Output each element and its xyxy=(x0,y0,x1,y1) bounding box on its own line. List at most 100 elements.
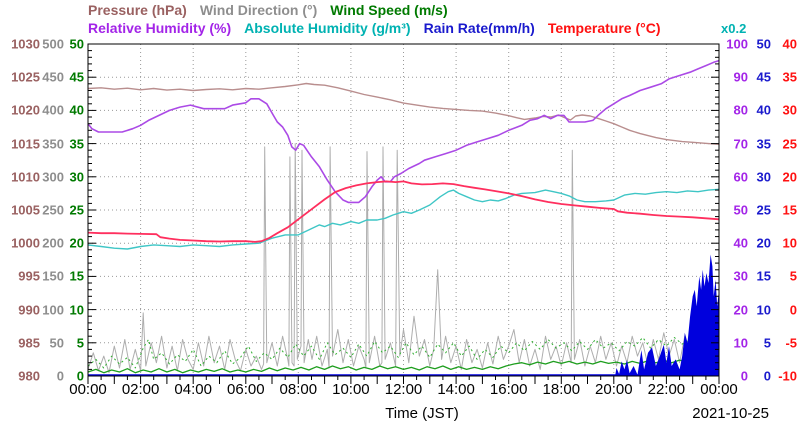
y-tick-temperature--5: -5 xyxy=(785,335,797,351)
y-tick-relative_humidity-10: 10 xyxy=(733,335,748,351)
y-tick-rain_rate-45: 45 xyxy=(756,69,771,85)
y-tick-rain_rate-35: 35 xyxy=(756,136,771,152)
y-tick-pressure-1005: 1005 xyxy=(11,202,40,218)
y-tick-wind_direction-500: 500 xyxy=(42,36,64,52)
y-tick-wind_speed-35: 35 xyxy=(69,136,84,152)
y-tick-rain_rate-30: 30 xyxy=(756,169,771,185)
y-tick-wind_speed-15: 15 xyxy=(69,268,84,284)
x-tick-20:00-10: 20:00 xyxy=(595,381,633,398)
y-tick-relative_humidity-20: 20 xyxy=(733,302,748,318)
y-tick-pressure-980: 980 xyxy=(18,368,40,384)
y-tick-wind_direction-100: 100 xyxy=(42,302,64,318)
y-tick-wind_direction-250: 250 xyxy=(42,202,64,218)
y-tick-temperature-15: 15 xyxy=(782,202,797,218)
x-tick-04:00-2: 04:00 xyxy=(174,381,212,398)
legend-wind-speed: Wind Speed (m/s) xyxy=(330,2,448,18)
legend-row-1: Pressure (hPa) Wind Direction (°) Wind S… xyxy=(88,2,448,19)
x-tick-22:00-11: 22:00 xyxy=(647,381,686,398)
series-temperature xyxy=(87,180,720,243)
x-tick-00:00-12: 00:00 xyxy=(700,381,738,398)
y-tick-wind_direction-0: 0 xyxy=(56,368,64,384)
legend-wind-direction: Wind Direction (°) xyxy=(199,2,318,18)
y-tick-relative_humidity-30: 30 xyxy=(733,268,748,284)
series-wind_gust xyxy=(87,335,720,369)
y-tick-wind_direction-200: 200 xyxy=(42,235,64,251)
x-axis-title: Time (JST) xyxy=(385,405,459,422)
series-pressure xyxy=(87,82,720,145)
x-tick-00:00-0: 00:00 xyxy=(69,381,107,398)
y-tick-wind_speed-50: 50 xyxy=(69,36,84,52)
y-tick-relative_humidity-40: 40 xyxy=(733,235,748,251)
legend-pressure: Pressure (hPa) xyxy=(88,2,187,18)
y-tick-wind_speed-45: 45 xyxy=(69,69,84,85)
x-tick-12:00-6: 12:00 xyxy=(384,381,423,398)
y-tick-wind_speed-20: 20 xyxy=(69,235,84,251)
y-tick-wind_speed-10: 10 xyxy=(69,302,84,318)
y-tick-wind_direction-50: 50 xyxy=(49,335,64,351)
y-tick-pressure-1025: 1025 xyxy=(11,69,40,85)
y-tick-wind_direction-350: 350 xyxy=(42,136,64,152)
y-tick-rain_rate-5: 5 xyxy=(763,335,771,351)
y-tick-pressure-1030: 1030 xyxy=(11,36,40,52)
y-tick-rain_rate-20: 20 xyxy=(756,235,771,251)
y-tick-pressure-995: 995 xyxy=(18,268,40,284)
y-tick-relative_humidity-60: 60 xyxy=(733,169,748,185)
legend-absolute-humidity: Absolute Humidity (g/m³) xyxy=(244,20,411,36)
y-tick-wind_direction-450: 450 xyxy=(42,69,64,85)
y-tick-rain_rate-10: 10 xyxy=(756,302,771,318)
y-tick-wind_speed-0: 0 xyxy=(76,368,84,384)
legend-temperature: Temperature (°C) xyxy=(547,20,661,36)
y-tick-rain_rate-40: 40 xyxy=(756,102,771,118)
y-tick-rain_rate-50: 50 xyxy=(756,36,771,52)
y-tick-wind_direction-300: 300 xyxy=(42,169,64,185)
date-label: 2021-10-25 xyxy=(692,405,769,422)
x-tick-18:00-9: 18:00 xyxy=(542,381,581,398)
y-tick-wind_speed-30: 30 xyxy=(69,169,84,185)
y-tick-relative_humidity-80: 80 xyxy=(733,102,748,118)
y-tick-wind_speed-40: 40 xyxy=(69,102,84,118)
y-tick-wind_speed-5: 5 xyxy=(76,335,84,351)
y-tick-wind_direction-400: 400 xyxy=(42,102,64,118)
y-tick-pressure-990: 990 xyxy=(18,302,40,318)
y-tick-temperature-5: 5 xyxy=(789,268,797,284)
series-wind_direction xyxy=(87,143,720,374)
y-tick-pressure-1015: 1015 xyxy=(11,136,40,152)
series-wind_speed xyxy=(87,359,720,374)
y-tick-temperature-40: 40 xyxy=(782,36,797,52)
legend-row-2: Relative Humidity (%) Absolute Humidity … xyxy=(88,20,661,37)
y-tick-pressure-1010: 1010 xyxy=(11,169,40,185)
y-tick-rain_rate-0: 0 xyxy=(763,368,771,384)
y-tick-relative_humidity-50: 50 xyxy=(733,202,748,218)
x-tick-10:00-5: 10:00 xyxy=(332,381,370,398)
series-absolute_humidity xyxy=(87,188,720,250)
y-tick-pressure-1000: 1000 xyxy=(11,235,40,251)
x-tick-14:00-7: 14:00 xyxy=(437,381,475,398)
x-tick-06:00-3: 06:00 xyxy=(227,381,265,398)
y-tick-pressure-1020: 1020 xyxy=(11,102,40,118)
y-tick-relative_humidity-100: 100 xyxy=(726,36,748,52)
y-tick-temperature-30: 30 xyxy=(782,102,797,118)
x-tick-02:00-1: 02:00 xyxy=(121,381,160,398)
y-tick-wind_direction-150: 150 xyxy=(42,268,64,284)
y-tick-relative_humidity-90: 90 xyxy=(733,69,748,85)
y-tick-temperature-0: 0 xyxy=(789,302,797,318)
y-tick-pressure-985: 985 xyxy=(18,335,40,351)
legend-relative-humidity: Relative Humidity (%) xyxy=(88,20,232,36)
y-tick-temperature-25: 25 xyxy=(782,136,797,152)
y-tick-wind_speed-25: 25 xyxy=(69,202,84,218)
y-tick-rain_rate-15: 15 xyxy=(756,268,771,284)
absolute-humidity-scale-note: x0.2 xyxy=(721,21,747,36)
y-tick-rain_rate-25: 25 xyxy=(756,202,771,218)
y-tick-temperature--10: -10 xyxy=(778,368,797,384)
y-tick-relative_humidity-70: 70 xyxy=(733,136,748,152)
x-tick-08:00-4: 08:00 xyxy=(279,381,318,398)
y-tick-temperature-10: 10 xyxy=(782,235,797,251)
y-tick-temperature-35: 35 xyxy=(782,69,797,85)
x-tick-16:00-8: 16:00 xyxy=(489,381,528,398)
y-tick-relative_humidity-0: 0 xyxy=(740,368,748,384)
y-tick-temperature-20: 20 xyxy=(782,169,797,185)
legend-rain-rate: Rain Rate(mm/h) xyxy=(423,20,535,36)
